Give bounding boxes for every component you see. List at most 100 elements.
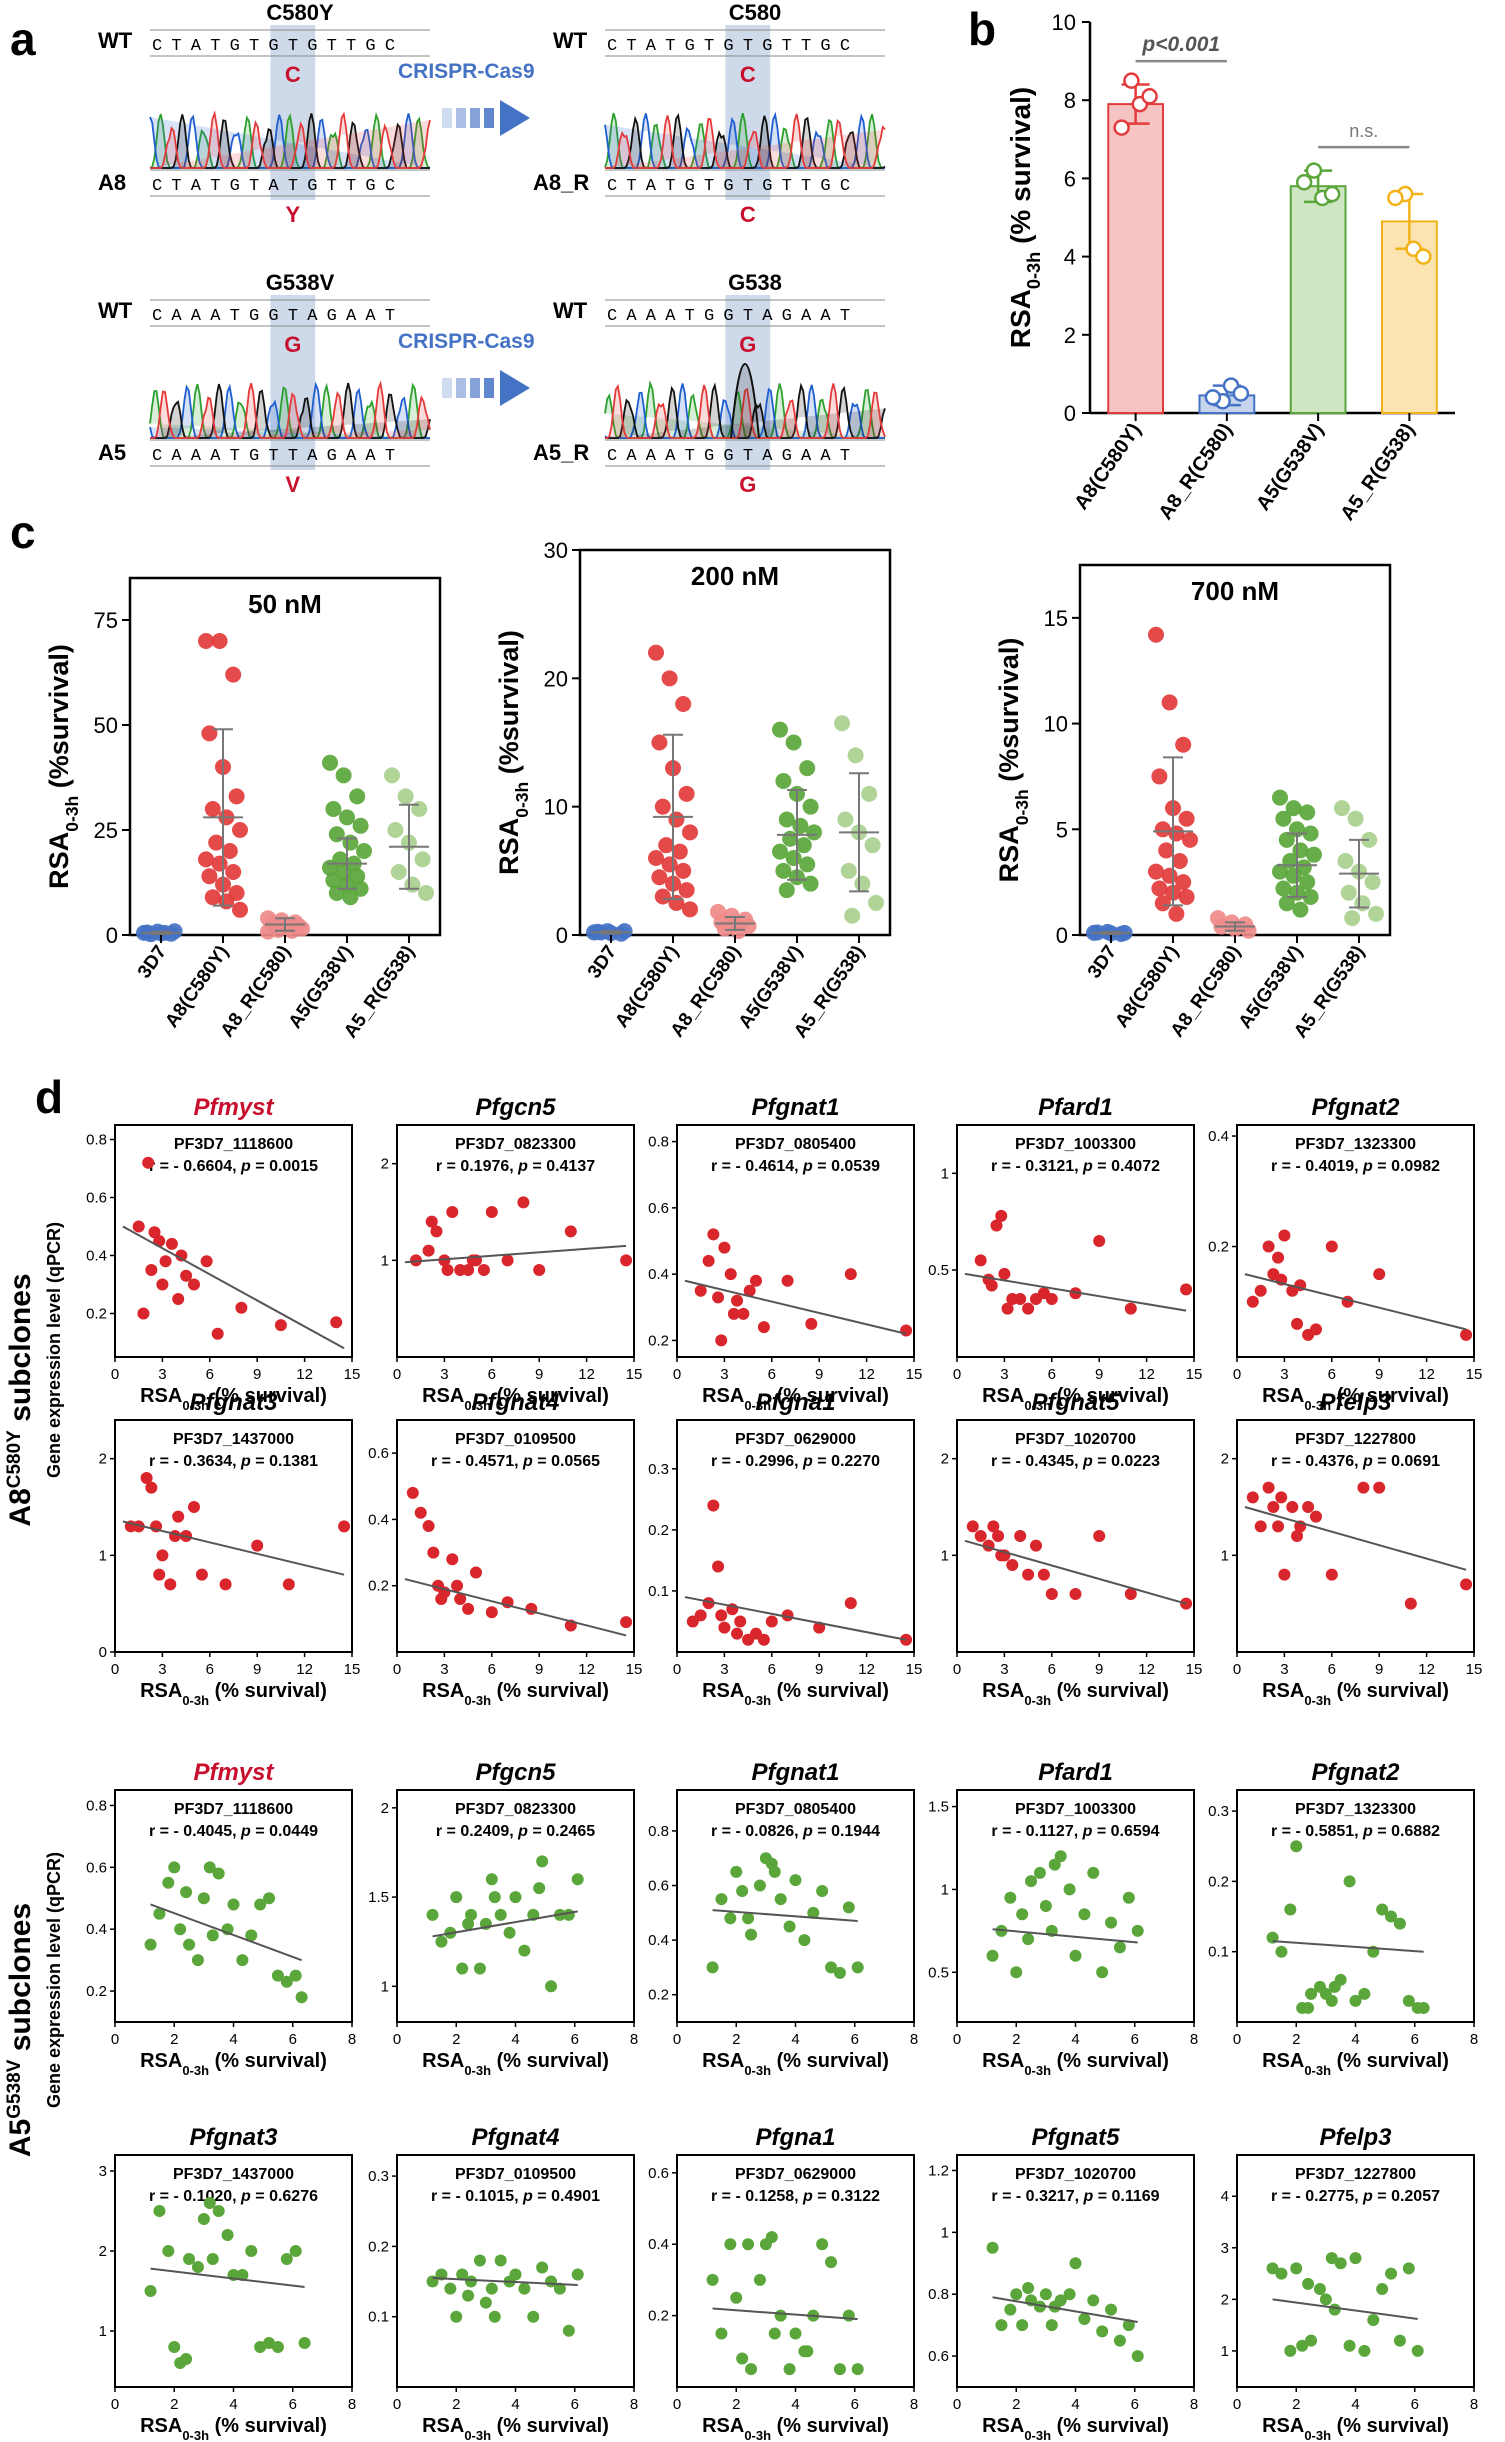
d-data-point bbox=[180, 2353, 193, 2365]
d-x-tick-label: 0 bbox=[393, 1366, 401, 1383]
d-x-tick-label: 3 bbox=[1280, 1661, 1288, 1678]
d-y-tick-label: 0.3 bbox=[648, 1461, 669, 1478]
c-data-point bbox=[775, 773, 792, 789]
d-data-point bbox=[494, 2254, 507, 2267]
d-data-point bbox=[162, 1876, 175, 1889]
c-data-point bbox=[225, 666, 242, 683]
d-data-point bbox=[1004, 2303, 1017, 2316]
d-data-point bbox=[706, 1961, 719, 1974]
d-regression-line bbox=[1272, 1940, 1424, 1953]
d-x-tick-label: 2 bbox=[732, 2031, 740, 2048]
axis-label-sub: 0-3h bbox=[1304, 2428, 1331, 2442]
axis-label-rest: (% survival) bbox=[209, 1680, 327, 1702]
sequence-label-top: WT bbox=[98, 298, 133, 323]
d-data-point bbox=[426, 1908, 439, 1921]
d-x-tick-label: 6 bbox=[488, 1661, 496, 1678]
d-data-point bbox=[1087, 2294, 1100, 2307]
d-stats-pval: = 0.0565 bbox=[533, 1453, 600, 1470]
d-gene-title: Pfgnat5 bbox=[1031, 2124, 1120, 2151]
d-plot-frame bbox=[676, 1419, 915, 1653]
chromatogram-title: C580 bbox=[729, 0, 782, 25]
d-data-point bbox=[992, 1530, 1005, 1542]
axis-label-sub: 0-3h bbox=[464, 2428, 491, 2442]
d-x-tick-label: 2 bbox=[732, 2396, 740, 2413]
c-data-point bbox=[325, 801, 342, 817]
c-x-tick-label: A5(G538V) bbox=[1235, 942, 1307, 1033]
d-regression-line bbox=[712, 1909, 858, 1923]
d-stats: r = - 0.4019, p = 0.0982 bbox=[1271, 1158, 1440, 1175]
d-y-tick-label: 0.4 bbox=[368, 1511, 389, 1528]
d-x-axis-label: RSA0-3h (% survival) bbox=[982, 2415, 1169, 2442]
c-data-point bbox=[397, 788, 414, 805]
base-call-bottom: Y bbox=[285, 202, 300, 227]
sequence-top: C A A A T G G T A G A A T bbox=[152, 307, 395, 326]
d-stats: r = - 0.2996, p = 0.2270 bbox=[711, 1453, 880, 1470]
d-x-tick-label: 4 bbox=[791, 2396, 799, 2413]
d-x-tick-label: 8 bbox=[630, 2396, 638, 2413]
d-data-point bbox=[1096, 1966, 1109, 1979]
d-x-tick-label: 2 bbox=[1292, 2031, 1300, 2048]
d-data-point bbox=[168, 2341, 181, 2353]
d-y-tick-label: 0.4 bbox=[1208, 1128, 1229, 1145]
c-data-point bbox=[1278, 895, 1295, 912]
c-data-point bbox=[1151, 768, 1168, 785]
chromatogram-1-left: G538V WT C A A A T G G T A G A A T G A5 C A A… bbox=[98, 270, 431, 497]
c-y-tick-label: 10 bbox=[544, 795, 568, 820]
d-x-tick-label: 9 bbox=[1095, 1661, 1103, 1678]
d-data-point bbox=[1460, 1578, 1473, 1591]
d-data-point bbox=[986, 2241, 999, 2254]
d-stats-r: r = - 0.1258, bbox=[711, 2188, 803, 2205]
d-data-point bbox=[444, 2282, 457, 2295]
d-y-tick-label: 1 bbox=[941, 2224, 949, 2241]
d-data-point bbox=[736, 1884, 749, 1897]
d-data-point bbox=[473, 1962, 486, 1975]
d-data-point bbox=[462, 2289, 475, 2302]
d-x-tick-label: 15 bbox=[906, 1661, 923, 1678]
axis-label-rest: (% survival) bbox=[1051, 2415, 1169, 2437]
c-chart-1: 200 nM 0 10 20 30 RSA0-3h (%survival) 3D7A8(C5… bbox=[494, 538, 892, 1042]
d-data-point bbox=[435, 1935, 448, 1948]
d-regression-line bbox=[432, 1910, 578, 1938]
d-data-point bbox=[144, 2285, 157, 2297]
base-call-bottom: G bbox=[739, 472, 756, 497]
sequence-top: C T A T G T G T G T T G C bbox=[607, 37, 850, 56]
d-data-point bbox=[805, 1317, 818, 1330]
c-data-point bbox=[847, 747, 864, 764]
d-data-point bbox=[197, 1892, 210, 1905]
d-x-tick-label: 12 bbox=[858, 1366, 875, 1383]
d-data-point bbox=[1022, 1568, 1035, 1581]
d-data-point bbox=[451, 1579, 464, 1592]
d-x-tick-label: 9 bbox=[253, 1661, 261, 1678]
d-x-tick-label: 3 bbox=[440, 1366, 448, 1383]
d-data-point bbox=[545, 1980, 558, 1993]
d-x-axis-label: RSA0-3h (% survival) bbox=[702, 1385, 889, 1413]
b-bar bbox=[1107, 103, 1164, 415]
d-data-point bbox=[221, 2229, 234, 2241]
c-data-point bbox=[834, 715, 850, 732]
d-data-point bbox=[1393, 2334, 1406, 2347]
axis-label-sub: 0-3h bbox=[744, 1398, 771, 1413]
d-data-point bbox=[425, 1215, 438, 1228]
d-data-point bbox=[172, 1510, 185, 1523]
d-data-point bbox=[509, 1891, 522, 1904]
d-gene-id: PF3D7_1227800 bbox=[1295, 1431, 1416, 1448]
c-data-point bbox=[1168, 825, 1185, 842]
d-data-point bbox=[707, 1499, 720, 1512]
d-gene-title: Pfmyst bbox=[193, 1094, 274, 1121]
c-data-point bbox=[1302, 888, 1319, 905]
chromatogram-trace bbox=[149, 111, 431, 169]
d-regression-line bbox=[684, 1596, 907, 1641]
c-data-point bbox=[1168, 905, 1185, 922]
d-x-tick-label: 6 bbox=[206, 1366, 214, 1383]
axis-label-main: RSA bbox=[494, 818, 524, 875]
d-stats-r: r = 0.2409, bbox=[436, 1823, 518, 1840]
d-data-point bbox=[165, 1237, 178, 1250]
c-data-point bbox=[1154, 821, 1171, 838]
d-x-tick-label: 8 bbox=[910, 2396, 918, 2413]
d-x-tick-label: 12 bbox=[296, 1366, 313, 1383]
c-data-point bbox=[799, 856, 816, 873]
d-data-point bbox=[280, 1975, 293, 1988]
d-stats: r = - 0.6604, p = 0.0015 bbox=[149, 1158, 318, 1175]
